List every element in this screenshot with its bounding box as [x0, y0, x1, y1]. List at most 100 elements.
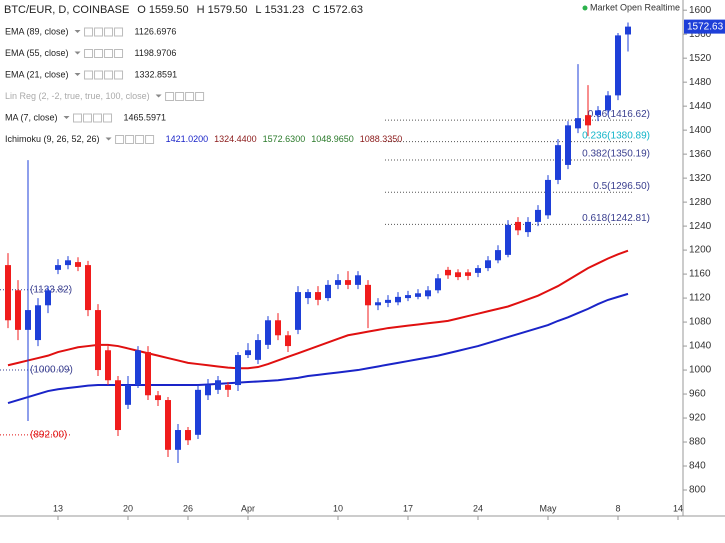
candle-body — [325, 284, 331, 299]
fib-label: 0.236(1380.89) — [582, 130, 650, 141]
level-label: (1133.82) — [30, 284, 72, 295]
indicator-button — [185, 92, 195, 101]
x-tick-label: Apr — [241, 503, 255, 513]
candle-body — [245, 350, 251, 356]
candle-body — [235, 355, 241, 386]
y-tick-label: 1280 — [689, 197, 712, 208]
candle-body — [85, 265, 91, 311]
indicator-value: 1465.5971 — [124, 112, 167, 122]
y-tick-label: 1600 — [689, 5, 712, 16]
fib-label: 0.36(1416.62) — [588, 109, 650, 120]
y-tick-label: 1240 — [689, 221, 712, 232]
candle-body — [195, 389, 201, 435]
indicator-button — [115, 135, 125, 144]
y-tick-label: 1320 — [689, 173, 712, 184]
candle-body — [625, 26, 631, 35]
ohlc-prefix: O — [137, 4, 146, 16]
candle-body — [35, 305, 41, 341]
candle-body — [95, 310, 101, 371]
indicator-button — [84, 27, 94, 37]
candle-body — [115, 380, 121, 431]
chart-title: BTC/EUR, D, COINBASE O 1559.50 H 1579.50 L 153… — [4, 4, 363, 16]
candle-body — [105, 350, 111, 381]
indicator-value: 1332.8591 — [135, 69, 178, 79]
y-tick-label: 1040 — [689, 341, 712, 352]
ohlc-value: 1559.50 — [149, 4, 189, 16]
indicator-button — [145, 135, 155, 144]
candle-body — [485, 260, 491, 269]
x-tick-label: May — [539, 503, 557, 513]
indicator-button — [165, 92, 175, 101]
indicator-name: Ichimoku (9, 26, 52, 26) — [5, 134, 100, 144]
ohlc-prefix: H — [197, 4, 205, 16]
indicator-button — [104, 70, 114, 80]
y-tick-label: 840 — [689, 461, 706, 472]
y-tick-label: 1360 — [689, 149, 712, 160]
indicator-button — [114, 70, 124, 80]
indicator-button — [175, 92, 185, 101]
ohlc-prefix: C — [312, 4, 320, 16]
y-tick-label: 960 — [689, 389, 706, 400]
candle-body — [145, 352, 151, 396]
candle-body — [205, 385, 211, 396]
candle-body — [415, 293, 421, 297]
candle-body — [555, 145, 561, 180]
indicator-button — [135, 135, 145, 144]
indicator-name: EMA (55, close) — [5, 48, 69, 58]
indicator-button — [104, 49, 114, 58]
indicator-name: MA (7, close) — [5, 112, 58, 122]
x-tick-label: 24 — [473, 503, 483, 513]
y-tick-label: 1400 — [689, 125, 712, 136]
dropdown-icon — [155, 94, 162, 98]
candle-body — [515, 221, 521, 231]
candle-body — [395, 296, 401, 303]
candle-body — [345, 280, 351, 285]
level-label: (1000.09) — [30, 365, 73, 376]
candle-body — [295, 292, 301, 330]
candle-body — [615, 35, 621, 96]
candle-body — [525, 221, 531, 233]
last-price-tag — [684, 19, 725, 34]
candle-body — [475, 268, 481, 273]
indicator-button — [84, 70, 94, 80]
ohlc-value: 1572.63 — [323, 4, 363, 16]
candle-body — [535, 209, 541, 222]
x-tick-label: 13 — [53, 503, 63, 513]
title-text: BTC/EUR, D, COINBASE — [4, 4, 129, 16]
indicator-value: 1088.3350 — [360, 134, 403, 144]
candle-body — [175, 430, 181, 450]
indicator-value: 1324.4400 — [214, 134, 257, 144]
candle-body — [365, 284, 371, 306]
candle-body — [75, 262, 81, 267]
candle-body — [585, 115, 591, 126]
indicator-button — [84, 49, 94, 58]
candle-body — [285, 335, 291, 347]
x-tick-label: 14 — [673, 503, 683, 513]
x-tick-label: 17 — [403, 503, 413, 513]
candle-body — [275, 320, 281, 336]
last-price-label: 1572.63 — [687, 21, 724, 32]
candle-body — [225, 385, 231, 390]
indicator-value: 1421.0200 — [166, 134, 209, 144]
candle-body — [215, 380, 221, 390]
y-tick-label: 1160 — [689, 269, 711, 280]
candle-body — [375, 302, 381, 306]
x-tick-label: 10 — [333, 503, 343, 513]
candle-body — [315, 292, 321, 300]
candle-body — [405, 295, 411, 299]
indicator-button — [93, 113, 103, 123]
candle-body — [165, 400, 171, 450]
indicator-name: EMA (21, close) — [5, 69, 69, 79]
candle-body — [15, 290, 21, 330]
candle-body — [25, 310, 31, 330]
y-tick-label: 920 — [689, 413, 706, 424]
fib-label: 0.5(1296.50) — [593, 181, 650, 192]
candle-body — [455, 272, 461, 278]
candle-body — [495, 250, 501, 261]
candle-body — [465, 272, 471, 276]
ema-line — [7, 249, 629, 370]
y-tick-label: 1440 — [689, 101, 712, 112]
indicator-button — [73, 113, 83, 123]
